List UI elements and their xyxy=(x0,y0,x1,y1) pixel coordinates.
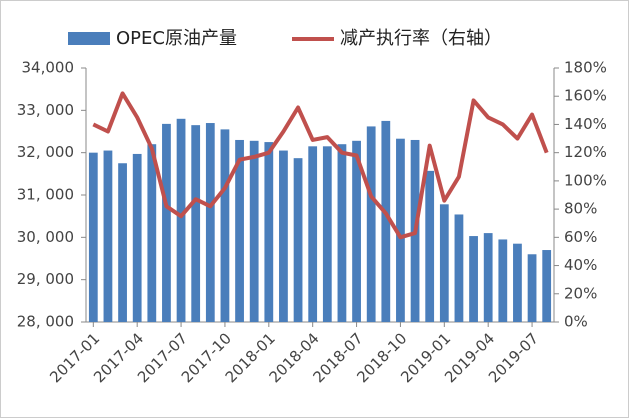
y-tick-label: 30, 000 xyxy=(17,228,74,246)
y-tick-label: 31, 000 xyxy=(17,186,74,204)
bar xyxy=(352,140,361,322)
bar xyxy=(132,153,142,322)
bar xyxy=(118,163,127,322)
bar xyxy=(220,129,230,322)
bar xyxy=(527,254,537,322)
y2-tick-label: 120% xyxy=(564,143,607,161)
bar xyxy=(162,123,171,322)
bar xyxy=(147,144,157,322)
y2-tick-label: 100% xyxy=(564,171,607,189)
bar xyxy=(498,239,508,322)
bar xyxy=(542,250,552,322)
bar xyxy=(469,236,478,322)
bar xyxy=(425,170,435,322)
bar xyxy=(205,123,215,323)
y-tick-label: 29, 000 xyxy=(17,270,74,288)
line xyxy=(92,91,549,240)
y2-tick-label: 160% xyxy=(564,87,607,105)
bar xyxy=(88,152,98,322)
legend-label: 减产执行率（右轴） xyxy=(340,28,502,49)
y-tick-label: 28, 000 xyxy=(17,313,74,331)
bar xyxy=(264,142,274,322)
bar xyxy=(381,120,391,323)
bar xyxy=(249,140,259,322)
bar xyxy=(235,139,244,322)
y-tick-label: 33, 000 xyxy=(17,101,74,119)
bar xyxy=(322,146,332,322)
y2-tick-label: 180% xyxy=(564,59,607,77)
bar xyxy=(279,150,288,322)
y2-tick-label: 0% xyxy=(564,313,588,331)
bar xyxy=(366,126,376,322)
y-tick-label: 32, 000 xyxy=(17,143,74,161)
bar xyxy=(337,144,347,322)
y2-tick-label: 140% xyxy=(564,115,607,133)
legend-swatch xyxy=(68,32,110,45)
y2-tick-label: 60% xyxy=(564,228,597,246)
bar xyxy=(308,146,318,322)
bar xyxy=(439,204,449,322)
bar xyxy=(191,125,201,323)
y2-tick-label: 20% xyxy=(564,284,597,302)
bar xyxy=(483,233,493,322)
bar xyxy=(293,158,303,322)
legend-label: OPEC原油产量 xyxy=(116,28,237,49)
bar xyxy=(396,138,405,322)
y-tick-label: 34,000 xyxy=(22,59,75,77)
bar xyxy=(103,150,113,322)
y2-tick-label: 40% xyxy=(564,256,597,274)
bar xyxy=(176,118,186,322)
y2-tick-label: 80% xyxy=(564,200,597,218)
bar xyxy=(513,243,522,322)
bar xyxy=(454,214,464,322)
